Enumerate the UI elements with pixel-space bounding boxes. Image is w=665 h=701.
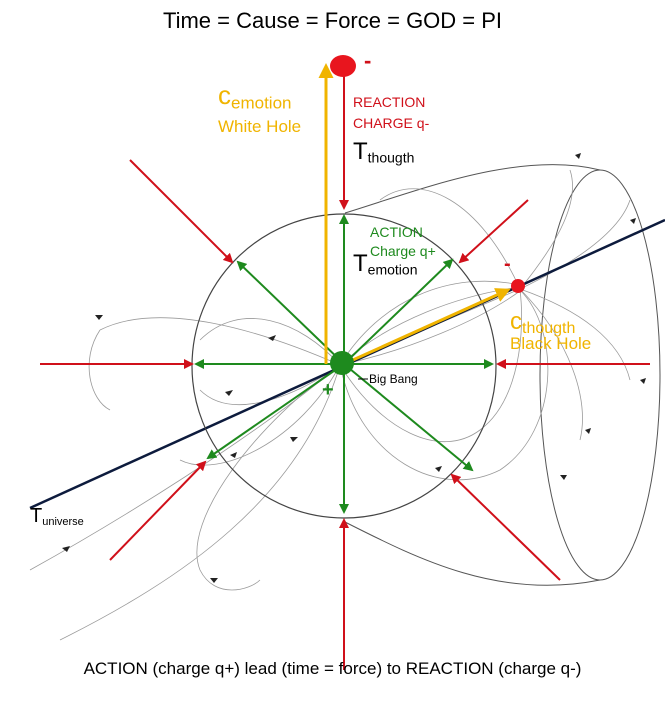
reaction-arrows	[40, 70, 650, 670]
t-emotion-t: T	[353, 250, 368, 277]
reaction-arrow-bottom-left	[109, 460, 207, 561]
charge-q-plus-label: Charge q+	[370, 243, 436, 259]
reaction-label: REACTION	[353, 94, 426, 110]
t-emotion-label: Temotion	[353, 252, 417, 277]
big-bang-charge	[330, 351, 354, 375]
c-thougth-sub: thougth	[522, 320, 576, 337]
action-arrows	[194, 214, 494, 514]
field-lines	[29, 169, 631, 641]
diagram-caption: ACTION (charge q+) lead (time = force) t…	[83, 659, 582, 678]
t-universe-sub: universe	[42, 515, 84, 528]
t-thougth-label: Tthougth	[353, 140, 414, 165]
reaction-arrow-top-left	[129, 159, 234, 264]
action-arrow-down-right	[343, 363, 474, 472]
t-universe-t: T	[30, 505, 43, 527]
black-hole-charge	[511, 279, 525, 293]
c-thougth-c: c	[510, 308, 522, 335]
white-hole-charge	[330, 55, 356, 77]
t-universe-label: Tuniverse	[30, 506, 84, 528]
diagram-title: Time = Cause = Force = GOD = PI	[162, 8, 503, 33]
c-emotion-label: cemotion	[218, 82, 291, 111]
action-arrow-up-left	[236, 260, 345, 365]
reaction-arrow-bottom-right	[450, 473, 561, 581]
c-emotion-c: c	[218, 80, 231, 110]
action-arrow-up-right	[343, 258, 454, 365]
action-label: ACTION	[370, 224, 423, 240]
plus-sign: +	[322, 379, 334, 401]
cylinder-outline	[344, 164, 661, 586]
action-arrow-down-left	[206, 363, 345, 460]
white-hole-label: White Hole	[218, 117, 302, 136]
right-minus-sign: -	[504, 253, 511, 275]
t-thougth-t: T	[353, 138, 368, 165]
field-direction-arrows	[62, 153, 646, 583]
charge-q-minus-label: CHARGE q-	[353, 115, 430, 131]
c-thougth-arrow	[343, 288, 511, 366]
reaction-arrow-top-right	[458, 199, 529, 264]
t-emotion-sub: emotion	[367, 261, 418, 278]
t-thougth-sub: thougth	[367, 149, 415, 166]
c-thougth-label: cthougth	[510, 310, 575, 337]
big-bang-label: Big Bang	[369, 372, 418, 386]
top-minus-sign: -	[364, 48, 372, 73]
c-emotion-sub: emotion	[231, 93, 292, 113]
black-hole-label: Black Hole	[510, 334, 592, 353]
